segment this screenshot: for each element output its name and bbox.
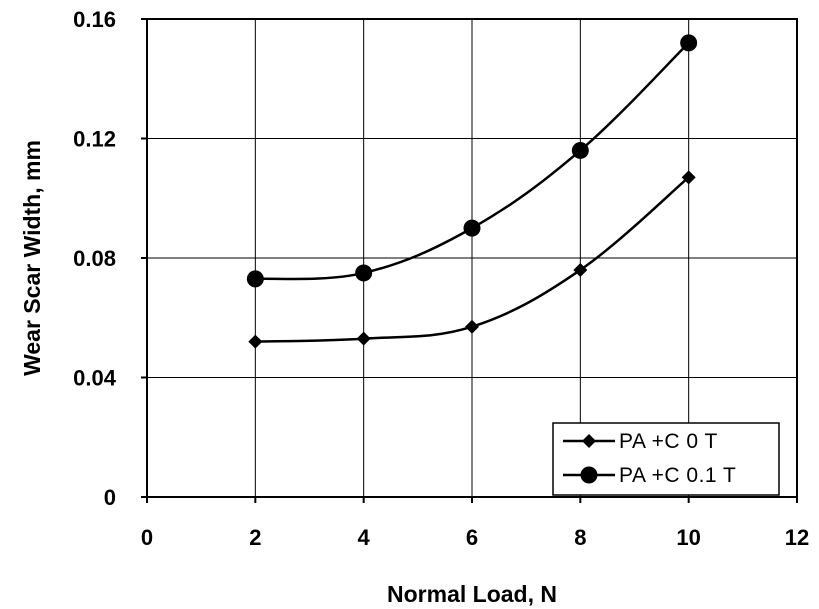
diamond-marker bbox=[573, 262, 588, 277]
series-1 bbox=[248, 170, 696, 349]
x-tick-label: 4 bbox=[358, 525, 371, 550]
x-tick-label: 8 bbox=[574, 525, 586, 550]
y-tick-label: 0.12 bbox=[73, 127, 116, 152]
circle-marker bbox=[571, 141, 589, 159]
x-axis-title: Normal Load, N bbox=[387, 581, 557, 607]
circle-marker bbox=[680, 34, 698, 52]
circle-marker bbox=[355, 264, 373, 282]
diamond-marker bbox=[681, 170, 696, 185]
diamond-marker bbox=[465, 319, 479, 334]
x-tick-label: 10 bbox=[676, 525, 700, 550]
y-axis-title: Wear Scar Width, mm bbox=[19, 140, 45, 376]
legend: PA +C 0 T PA +C 0.1 T bbox=[552, 422, 780, 496]
y-tick-label: 0.04 bbox=[73, 366, 117, 391]
circle-marker bbox=[246, 270, 264, 288]
y-tick-label: 0 bbox=[104, 485, 116, 510]
tick-labels: 0 2 4 6 8 10 12 0 0.04 0.08 0.12 0.16 bbox=[73, 7, 809, 550]
diamond-marker bbox=[248, 334, 263, 349]
y-tick-label: 0.16 bbox=[73, 7, 116, 32]
y-tick-label: 0.08 bbox=[73, 246, 116, 271]
x-tick-label: 12 bbox=[785, 525, 809, 550]
x-tick-label: 0 bbox=[141, 525, 153, 550]
legend-diamond-marker bbox=[582, 434, 596, 448]
legend-label: PA +C 0 T bbox=[619, 430, 718, 453]
plot-area-frame bbox=[141, 18, 798, 503]
legend-label: PA +C 0.1 T bbox=[619, 464, 736, 487]
series-2 bbox=[246, 34, 698, 288]
x-tick-label: 2 bbox=[249, 525, 261, 550]
circle-marker bbox=[463, 219, 481, 237]
legend-circle-marker bbox=[580, 466, 598, 484]
series-group bbox=[246, 34, 698, 349]
x-tick-label: 6 bbox=[466, 525, 478, 550]
diamond-marker bbox=[356, 331, 371, 346]
